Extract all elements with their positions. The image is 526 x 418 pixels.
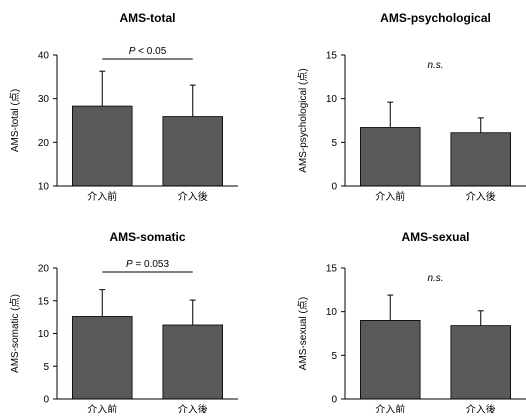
y-tick-label: 30 [38, 94, 50, 105]
bar [162, 116, 224, 187]
bar [359, 127, 421, 187]
y-tick-label: 10 [38, 329, 50, 340]
p-value: = 0.053 [133, 259, 170, 270]
bar [450, 325, 512, 400]
y-tick-label: 0 [331, 395, 337, 406]
x-category-label: 介入前 [87, 403, 117, 413]
y-tick-label: 10 [326, 94, 338, 105]
chart-title: AMS-total [120, 11, 176, 25]
significance-label: n.s. [427, 273, 443, 284]
y-tick-label: 15 [326, 51, 338, 62]
x-category-label: 介入後 [178, 190, 208, 203]
y-tick-label: 20 [38, 264, 50, 275]
y-tick-label: 5 [43, 362, 49, 373]
significance-label: P = 0.053 [126, 259, 170, 270]
y-axis-label: AMS-sexual (点) [297, 297, 309, 370]
significance-label: P < 0.05 [129, 46, 167, 57]
p-symbol: P [129, 46, 136, 57]
chart-title: AMS-somatic [109, 230, 185, 244]
y-tick-label: 15 [38, 296, 50, 307]
x-category-label: 介入後 [466, 190, 496, 203]
x-category-label: 介入後 [178, 403, 208, 413]
chart-title: AMS-sexual [401, 230, 469, 244]
y-tick-label: 5 [331, 138, 337, 149]
significance-label: n.s. [427, 60, 443, 71]
bar [450, 132, 512, 187]
y-axis-label: AMS-psychological (点) [297, 68, 309, 172]
p-symbol: P [126, 259, 133, 270]
x-category-label: 介入前 [375, 403, 405, 413]
bar [71, 316, 133, 400]
bar [359, 319, 421, 400]
x-category-label: 介入前 [87, 190, 117, 203]
y-tick-label: 5 [331, 351, 337, 362]
x-category-label: 介入前 [375, 190, 405, 203]
y-tick-label: 0 [43, 395, 49, 406]
y-axis-label: AMS-total (点) [9, 89, 21, 152]
x-category-label: 介入後 [466, 403, 496, 413]
y-tick-label: 20 [38, 138, 50, 149]
p-value: < 0.05 [135, 46, 166, 57]
y-tick-label: 40 [38, 51, 50, 62]
y-tick-label: 15 [326, 264, 338, 275]
chart-panel: AMS-psychological AMS-psychological (点) 0 5… [297, 11, 526, 203]
y-tick-label: 10 [38, 182, 50, 193]
y-tick-label: 0 [331, 182, 337, 193]
y-axis-label: AMS-somatic (点) [9, 294, 21, 373]
chart-panel: AMS-sexual AMS-sexual (点) 0 5 10 15 介入前 介入後 n.s. [297, 230, 526, 416]
chart-panel: AMS-total AMS-total (点) 10 20 30 40 介入前 介入後 P < … [9, 11, 238, 203]
chart-panel: AMS-somatic AMS-somatic (点) 0 5 10 15 20 介入前 介入後… [9, 230, 238, 416]
y-tick-label: 10 [326, 307, 338, 318]
bar [162, 324, 224, 400]
chart-title: AMS-psychological [380, 11, 491, 25]
bar [71, 105, 133, 187]
